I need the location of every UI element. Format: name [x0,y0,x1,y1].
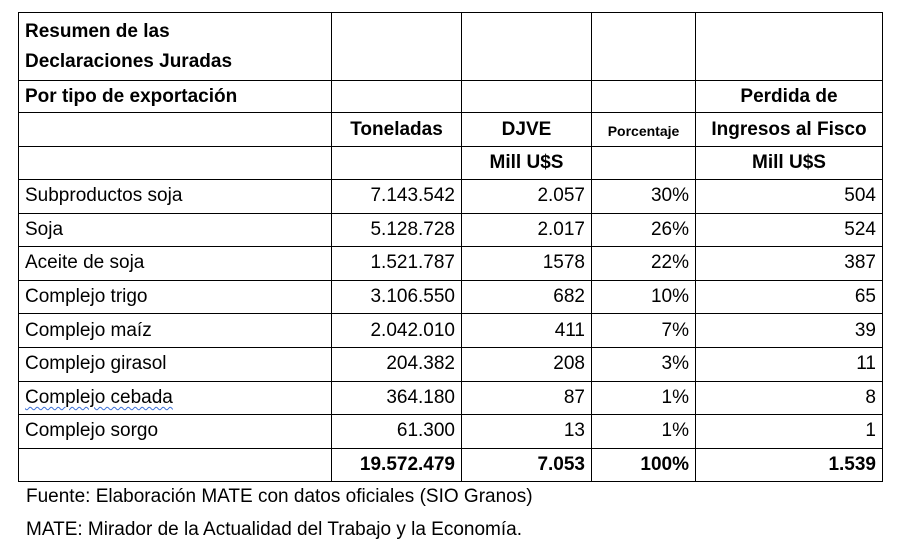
cell-perdida: 65 [695,279,883,315]
cell-perdida: 524 [695,212,883,248]
djve-header: DJVE [461,112,592,147]
table-row: Subproductos soja 7.143.542 2.057 30% 504 [18,179,883,214]
cell-toneladas: 7.143.542 [331,179,462,214]
cell-name: Complejo girasol [18,346,332,382]
cell-perdida: 387 [695,246,883,281]
total-porcentaje: 100% [591,447,696,482]
cell-name: Complejo cebada [18,380,332,416]
cell-toneladas: 61.300 [331,414,462,449]
cell-porcentaje: 26% [591,212,696,248]
cell-toneladas: 364.180 [331,380,462,416]
cell-perdida: 1 [695,414,883,449]
cell-name: Complejo trigo [18,279,332,315]
djve-unit: Mill U$S [461,146,592,180]
cell-porcentaje: 1% [591,414,696,449]
cell-djve: 682 [461,279,592,315]
porcentaje-header: Porcentaje [591,112,696,147]
spellcheck-text: Complejo cebada [25,386,173,408]
perdida-unit: Mill U$S [695,146,883,180]
table-subtitle: Por tipo de exportación [18,80,332,113]
cell-djve: 87 [461,380,592,416]
table-row: Complejo girasol 204.382 208 3% 11 [18,346,883,382]
header-row-2: Toneladas DJVE Porcentaje Ingresos al Fi… [18,112,883,147]
table-row: Complejo cebada 364.180 87 1% 8 [18,380,883,416]
table-row: Complejo sorgo 61.300 13 1% 1 [18,414,883,449]
cell-name: Subproductos soja [18,179,332,214]
cell-porcentaje: 30% [591,179,696,214]
perdida-header-line1: Perdida de [695,80,883,113]
table-row: Complejo trigo 3.106.550 682 10% 65 [18,279,883,315]
total-perdida: 1.539 [695,447,883,482]
cell-name: Soja [18,212,332,248]
total-row: 19.572.479 7.053 100% 1.539 [18,447,883,482]
cell-porcentaje: 1% [591,380,696,416]
footer-note: MATE: Mirador de la Actualidad del Traba… [26,519,523,540]
title-row: Resumen de las Declaraciones Juradas [18,12,883,81]
table-row: Aceite de soja 1.521.787 1578 22% 387 [18,246,883,281]
header-row-3: Mill U$S Mill U$S [18,146,883,180]
cell-toneladas: 3.106.550 [331,279,462,315]
toneladas-header: Toneladas [331,112,462,147]
perdida-header-line2: Ingresos al Fisco [695,112,883,147]
cell-toneladas: 2.042.010 [331,313,462,348]
cell-djve: 411 [461,313,592,348]
cell-toneladas: 1.521.787 [331,246,462,281]
cell-djve: 13 [461,414,592,449]
cell-djve: 2.017 [461,212,592,248]
table-title: Resumen de las Declaraciones Juradas [18,12,332,81]
header-row-1: Por tipo de exportación Perdida de [18,80,883,113]
cell-djve: 208 [461,346,592,382]
cell-name: Aceite de soja [18,246,332,281]
cell-name: Complejo maíz [18,313,332,348]
cell-porcentaje: 3% [591,346,696,382]
cell-toneladas: 5.128.728 [331,212,462,248]
cell-djve: 2.057 [461,179,592,214]
total-djve: 7.053 [461,447,592,482]
cell-djve: 1578 [461,246,592,281]
footer-source: Fuente: Elaboración MATE con datos ofici… [26,486,533,507]
cell-perdida: 39 [695,313,883,348]
cell-porcentaje: 7% [591,313,696,348]
table-row: Complejo maíz 2.042.010 411 7% 39 [18,313,883,348]
table-row: Soja 5.128.728 2.017 26% 524 [18,212,883,248]
summary-table: Resumen de las Declaraciones Juradas Por … [18,12,883,482]
cell-name: Complejo sorgo [18,414,332,449]
cell-porcentaje: 10% [591,279,696,315]
cell-perdida: 504 [695,179,883,214]
cell-perdida: 11 [695,346,883,382]
cell-toneladas: 204.382 [331,346,462,382]
cell-porcentaje: 22% [591,246,696,281]
cell-perdida: 8 [695,380,883,416]
total-toneladas: 19.572.479 [331,447,462,482]
